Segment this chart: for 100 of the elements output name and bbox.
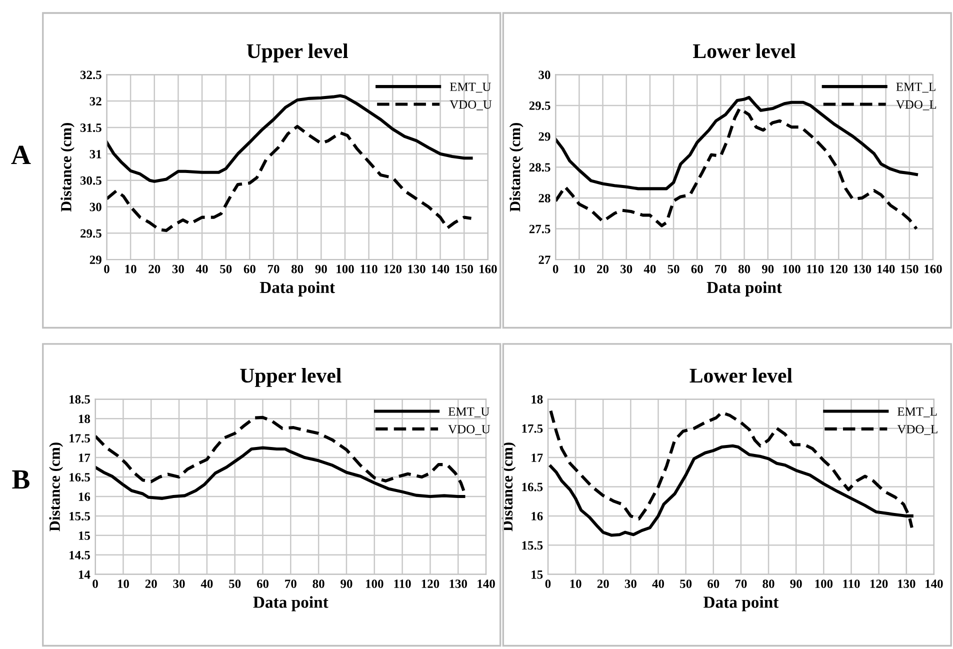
x-tick-label: 20 [597,264,609,274]
x-tick-label: 30 [173,580,185,588]
x-tick-label: 50 [680,580,692,588]
x-tick-label: 140 [432,264,450,274]
x-tick-label: 10 [570,580,582,588]
x-tick-label: 20 [597,580,609,588]
y-tick-label: 17 [532,454,543,462]
x-tick-label: 130 [408,264,426,274]
legend-label: EMT_U [450,82,491,93]
x-tick-label: 60 [691,264,703,274]
y-tick-label: 17.5 [70,434,90,443]
y-tick-label: 30.5 [80,176,102,185]
chart-title: Lower level [693,44,796,58]
legend-label: VDO_L [897,425,938,435]
y-tick-label: 15.5 [522,541,543,550]
x-tick-label: 70 [285,580,296,588]
y-tick-label: 16 [532,512,543,520]
x-tick-label: 140 [926,580,943,588]
x-tick-label: 0 [545,580,551,588]
y-tick-label: 29.5 [80,229,102,238]
x-tick-label: 160 [924,264,942,274]
y-tick-label: 30 [90,202,102,212]
y-tick-label: 32 [90,97,102,106]
y-axis-title: Distance (cm) [49,442,64,532]
chart-title: Upper level [246,44,348,62]
chart-title: Lower level [690,368,792,383]
x-tick-label: 120 [422,580,440,588]
chart-title: Upper level [240,368,342,387]
y-tick-label: 15 [532,570,543,579]
x-tick-label: 0 [104,264,110,274]
y-tick-label: 28.5 [529,163,550,172]
x-tick-label: 60 [244,264,256,274]
y-tick-label: 14 [78,570,90,579]
x-tick-label: 30 [172,264,184,274]
x-tick-label: 30 [624,580,636,588]
y-tick-label: 29.5 [529,102,550,110]
y-tick-label: 18 [532,395,543,404]
x-tick-label: 110 [807,264,824,274]
x-tick-label: 110 [394,580,411,588]
x-tick-label: 80 [312,580,324,588]
x-axis-title: Data point [706,281,782,296]
y-tick-label: 32.5 [80,70,102,80]
y-tick-label: 16 [78,492,90,501]
y-axis-title: Distance (cm) [60,123,74,212]
x-tick-label: 70 [715,264,726,274]
x-tick-label: 130 [450,580,468,588]
x-tick-label: 80 [762,580,774,588]
x-tick-label: 40 [196,264,208,274]
x-axis-title: Data point [704,596,779,612]
x-tick-label: 20 [145,580,157,588]
y-tick-label: 17 [78,454,90,462]
legend-label: EMT_L [896,82,936,93]
legend-label: VDO_U [450,100,492,110]
x-tick-label: 0 [92,580,98,588]
y-tick-label: 18 [78,414,90,424]
x-tick-label: 60 [256,580,269,588]
y-tick-label: 16.5 [70,473,90,482]
x-tick-label: 160 [480,264,497,274]
y-tick-label: 16.5 [522,482,543,492]
x-tick-label: 50 [668,264,680,274]
x-tick-label: 100 [366,580,384,588]
text: A [11,146,31,164]
x-tick-label: 10 [125,264,136,274]
x-tick-label: 120 [384,264,402,274]
x-tick-label: 80 [738,264,750,274]
x-tick-label: 10 [574,264,585,274]
x-tick-label: 50 [229,580,241,588]
x-tick-label: 40 [652,580,664,588]
x-tick-label: 70 [268,264,280,274]
legend-label: EMT_U [448,407,490,418]
x-tick-label: 90 [340,580,352,588]
x-tick-label: 40 [200,580,213,588]
y-tick-label: 30 [538,70,550,80]
x-tick-label: 70 [735,580,747,588]
x-tick-label: 150 [901,264,918,274]
x-tick-label: 20 [148,264,160,274]
x-tick-label: 130 [854,264,872,274]
x-tick-label: 60 [708,580,720,588]
x-tick-label: 90 [790,580,802,588]
x-tick-label: 30 [620,264,632,274]
x-tick-label: 110 [843,580,860,588]
y-tick-label: 29 [90,256,102,264]
legend-label: EMT_L [898,407,937,418]
y-axis-title: Distance (cm) [509,123,524,212]
y-tick-label: 28 [538,194,550,202]
x-tick-label: 90 [315,264,327,274]
y-tick-label: 27 [538,256,550,264]
x-tick-label: 100 [815,580,833,588]
y-tick-label: 31.5 [80,124,102,132]
x-tick-label: 80 [292,264,304,274]
y-tick-label: 14.5 [70,550,90,560]
y-tick-label: 27.5 [529,224,550,234]
y-tick-label: 15.5 [70,512,90,520]
y-tick-label: 29 [538,132,550,141]
y-tick-label: 17.5 [522,424,543,433]
y-tick-label: 31 [90,150,102,158]
x-tick-label: 150 [456,264,474,274]
x-tick-label: 0 [552,264,558,274]
x-tick-label: 100 [783,264,800,274]
legend-label: VDO_L [896,100,936,110]
